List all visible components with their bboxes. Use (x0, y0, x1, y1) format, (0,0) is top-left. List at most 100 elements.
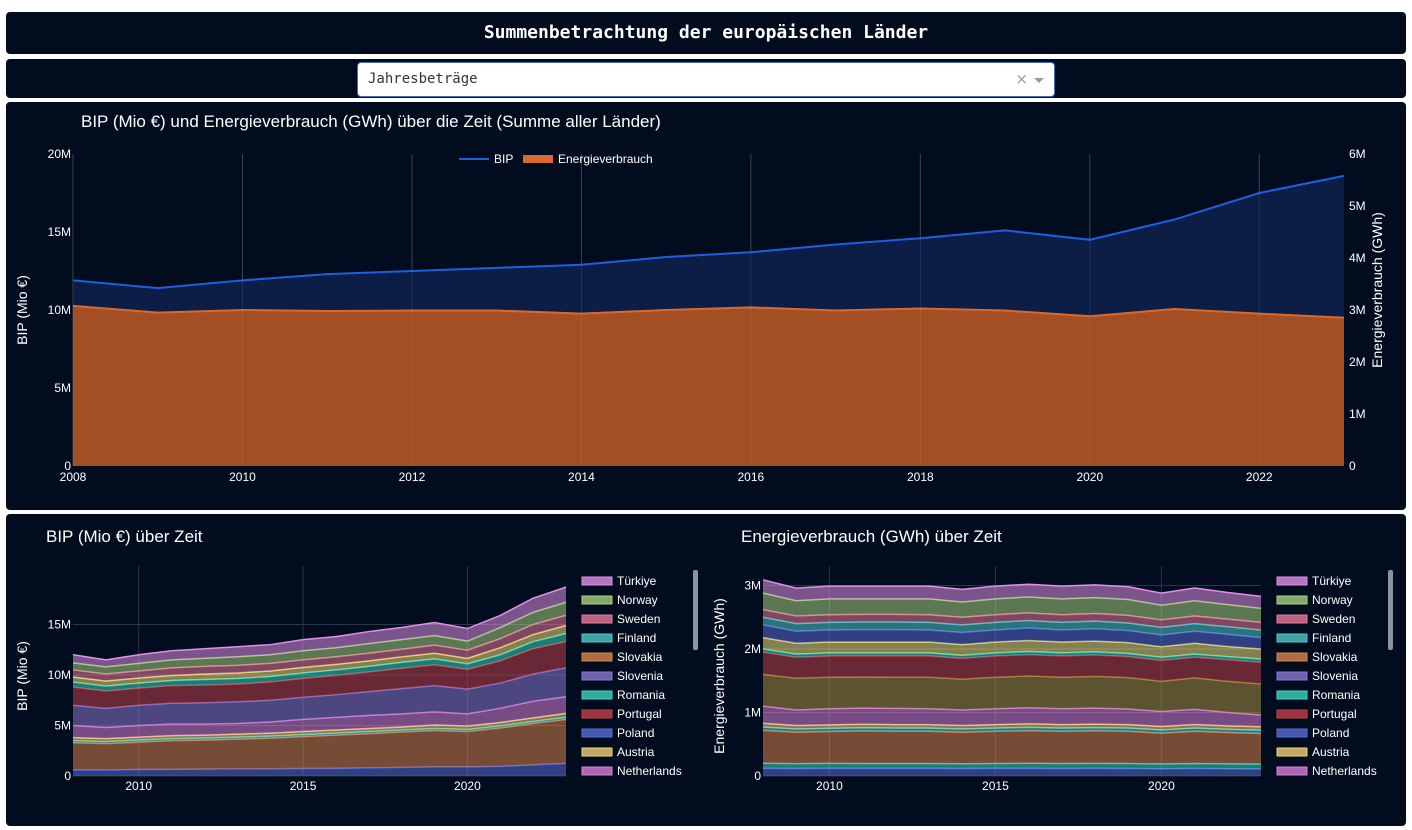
stack-band (73, 587, 566, 667)
page-title: Summenbetrachtung der europäischen Lände… (483, 22, 929, 43)
stack-band (73, 763, 566, 776)
legend-label: Netherlands (617, 764, 682, 778)
legend-swatch (581, 595, 613, 605)
legend-label: Romania (1312, 688, 1360, 702)
y2-tick-label: 5M (1349, 199, 1366, 213)
stack-line (762, 579, 1262, 598)
legend-label: Slovenia (617, 669, 663, 683)
legend-energy-label: Energieverbrauch (558, 152, 653, 166)
legend-label: Poland (1312, 726, 1349, 740)
legend-label: Slovenia (1312, 669, 1358, 683)
y-tick-label: 15M (48, 225, 71, 239)
legend-label: Slovakia (1312, 650, 1358, 664)
stack-band (73, 696, 566, 739)
stack-band (763, 593, 1261, 623)
stack-band (763, 579, 1261, 609)
stack-line (72, 586, 567, 661)
chart-title: BIP (Mio €) und Energieverbrauch (GWh) ü… (81, 112, 661, 131)
legend-swatch (1276, 747, 1308, 757)
x-tick-label: 2015 (290, 779, 317, 793)
y-tick-label: 0 (64, 769, 71, 783)
y2-tick-label: 2M (1349, 355, 1366, 369)
legend-label: Türkiye (1312, 574, 1352, 588)
legend-label: Sweden (1312, 612, 1355, 626)
legend-swatch (581, 747, 613, 757)
legend-label: Norway (1312, 593, 1353, 607)
legend-swatch (581, 633, 613, 643)
bip-line (72, 174, 1345, 290)
legend-swatch (581, 690, 613, 700)
chevron-down-icon[interactable] (1034, 78, 1044, 83)
country-charts-panel: BIP (Mio €) über Zeit 2010 2015 2020 0 5M 10M 1… (6, 514, 1406, 826)
mode-dropdown[interactable]: Jahresbeträge × (357, 62, 1055, 97)
stack-band (73, 719, 566, 770)
legend-label: Austria (1312, 745, 1350, 759)
legend-swatch (1276, 709, 1308, 719)
stack-line (762, 762, 1262, 765)
legend-bip-label: BIP (494, 152, 513, 166)
stack-band (763, 649, 1261, 663)
legend-swatch (1276, 595, 1308, 605)
x-tick-label: 2020 (1148, 779, 1175, 793)
y-tick-label: 10M (48, 303, 71, 317)
y2-tick-label: 3M (1349, 303, 1366, 317)
x-tick-label: 2010 (125, 779, 152, 793)
legend-label: Finland (617, 631, 656, 645)
legend-label: Norway (617, 593, 658, 607)
combined-chart-panel: BIP (Mio €) und Energieverbrauch (GWh) ü… (6, 102, 1406, 510)
stack-band (763, 674, 1261, 716)
y2-tick-label: 6M (1349, 147, 1366, 161)
x-tick-label: 2010 (816, 779, 843, 793)
stack-band (763, 652, 1261, 684)
y-axis-title: BIP (Mio €) (14, 275, 30, 345)
x-tick-label: 2015 (982, 779, 1009, 793)
legend-label: Portugal (1312, 707, 1357, 721)
y-tick-label: 1M (744, 706, 761, 720)
legend-energy-swatch (523, 155, 553, 163)
legend-swatch (581, 652, 613, 662)
legend-swatch (581, 766, 613, 776)
x-tick-label: 2020 (454, 779, 481, 793)
energy-line (72, 304, 1345, 319)
legend-scrollbar (693, 570, 698, 650)
legend-label: Portugal (617, 707, 662, 721)
clear-icon[interactable]: × (1015, 70, 1028, 88)
country-charts[interactable]: BIP (Mio €) über Zeit 2010 2015 2020 0 5M 10M 1… (6, 514, 1406, 826)
legend-label: Poland (617, 726, 654, 740)
stack-band (763, 763, 1261, 769)
legend-swatch (1276, 728, 1308, 738)
y-tick-label: 2M (744, 642, 761, 656)
subchart-title: Energieverbrauch (GWh) über Zeit (741, 527, 1002, 546)
y-tick-label: 15M (48, 617, 71, 631)
y-axis-title: BIP (Mio €) (14, 641, 30, 711)
stack-band (763, 624, 1261, 650)
legend-label: Netherlands (1312, 764, 1377, 778)
stack-band (763, 706, 1261, 727)
legend-label: Romania (617, 688, 665, 702)
legend-scrollbar (1388, 570, 1393, 650)
legend-label: Türkiye (617, 574, 657, 588)
legend-swatch (581, 614, 613, 624)
stack-band (763, 637, 1261, 660)
x-tick-label: 2008 (60, 470, 87, 484)
stack-band (763, 730, 1261, 765)
stack-band (73, 667, 566, 728)
legend-swatch (1276, 576, 1308, 586)
legend-swatch (581, 671, 613, 681)
y-tick-label: 5M (54, 381, 71, 395)
legend-swatch (581, 576, 613, 586)
y-tick-label: 0 (754, 769, 761, 783)
legend-swatch (1276, 690, 1308, 700)
legend-swatch (1276, 652, 1308, 662)
x-tick-label: 2018 (907, 470, 934, 484)
x-tick-label: 2022 (1246, 470, 1273, 484)
x-tick-label: 2016 (738, 470, 765, 484)
legend-swatch (1276, 633, 1308, 643)
legend-swatch (581, 709, 613, 719)
title-panel: Summenbetrachtung der europäischen Lände… (6, 12, 1406, 54)
legend-swatch (1276, 671, 1308, 681)
y-tick-label: 20M (48, 147, 71, 161)
stack-band (73, 633, 566, 692)
combined-chart[interactable]: BIP (Mio €) und Energieverbrauch (GWh) ü… (6, 102, 1406, 510)
y2-tick-label: 1M (1349, 407, 1366, 421)
